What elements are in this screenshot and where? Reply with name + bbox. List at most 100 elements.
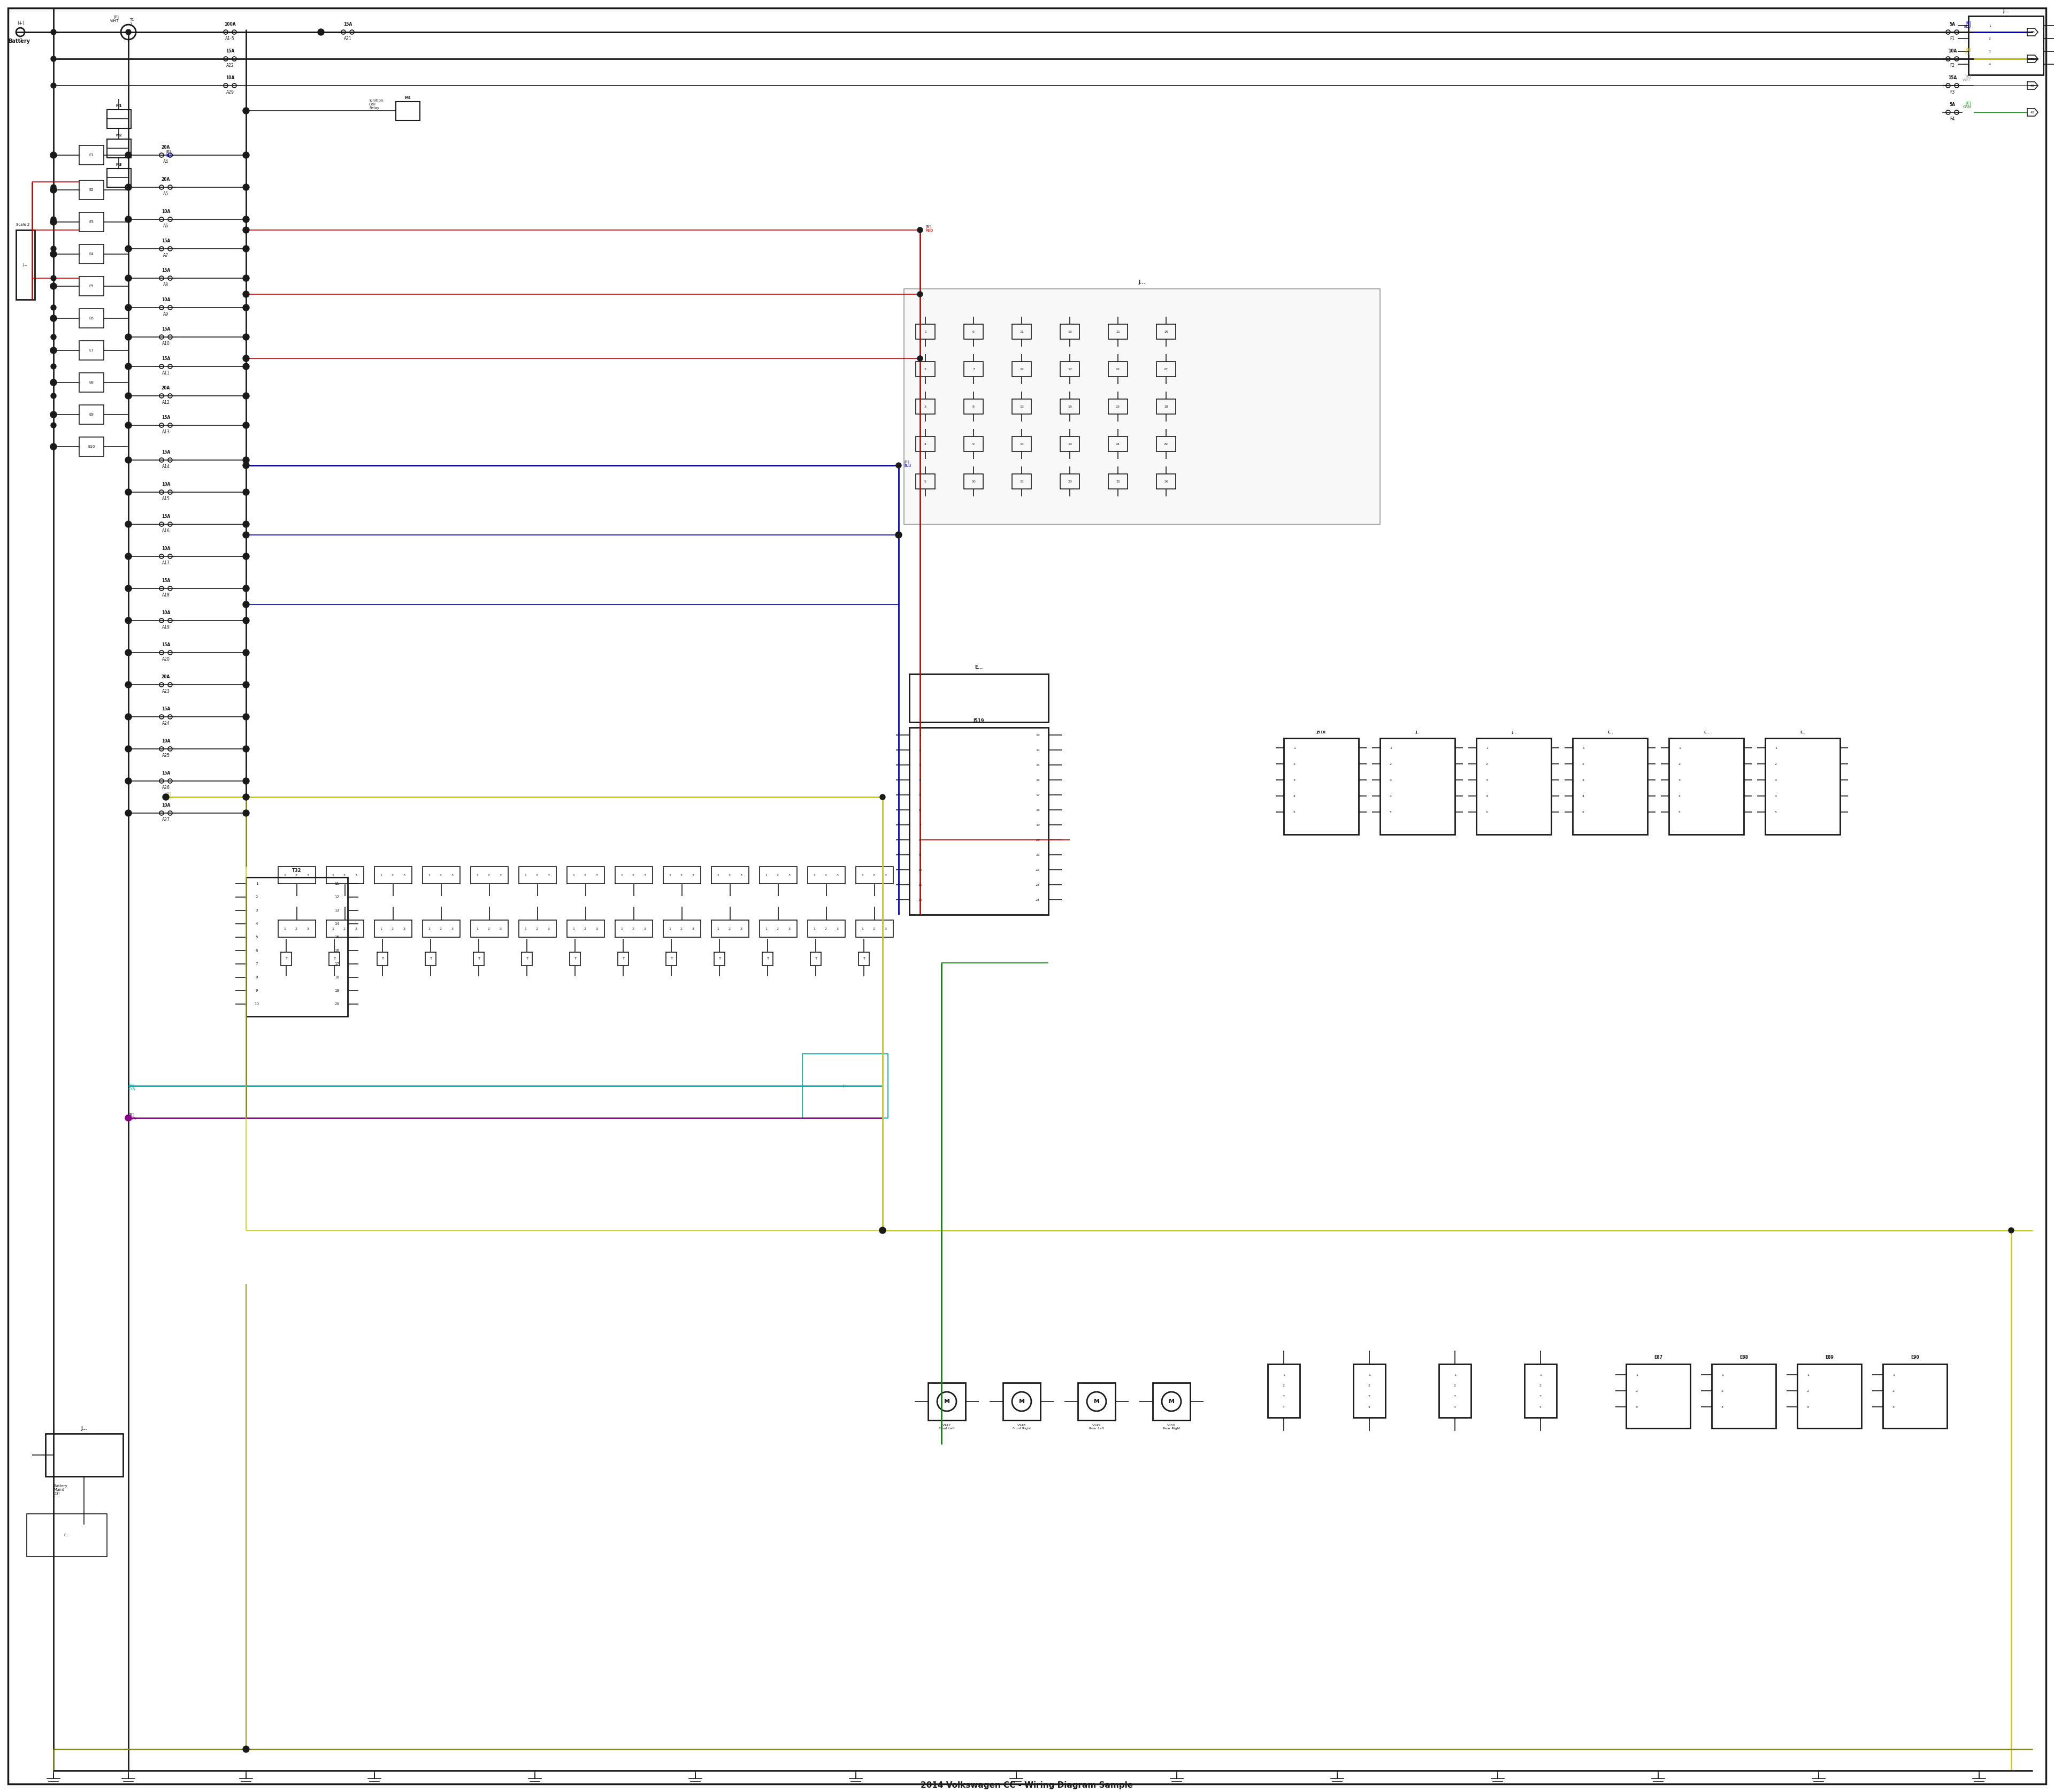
Text: 2: 2 [1721, 1389, 1723, 1392]
Text: T: T [382, 957, 384, 961]
Text: 14: 14 [335, 923, 339, 925]
Text: 19: 19 [335, 989, 339, 993]
Bar [963, 400, 984, 414]
Circle shape [242, 1745, 249, 1753]
Circle shape [125, 335, 131, 340]
Text: 5: 5 [1391, 810, 1393, 814]
Text: 24: 24 [1115, 443, 1119, 446]
Circle shape [125, 489, 131, 495]
Circle shape [125, 489, 131, 495]
Bar [1156, 400, 1175, 414]
Text: 10A: 10A [162, 297, 170, 303]
Text: 1: 1 [1538, 1373, 1543, 1376]
Circle shape [242, 355, 249, 362]
Bar [916, 437, 935, 452]
Circle shape [125, 554, 131, 559]
Text: 5A: 5A [1949, 22, 1955, 27]
Bar [80, 437, 105, 457]
Bar [711, 919, 750, 937]
Text: 2: 2 [296, 874, 298, 876]
Text: 14: 14 [1035, 749, 1039, 751]
Text: 2: 2 [680, 926, 682, 930]
Circle shape [51, 276, 55, 281]
Text: J...: J... [1138, 280, 1146, 285]
Text: 2: 2 [489, 874, 491, 876]
Text: A26: A26 [162, 785, 170, 790]
Text: 1: 1 [764, 926, 766, 930]
Circle shape [125, 185, 131, 190]
Text: 3: 3 [499, 874, 501, 876]
Text: M: M [1093, 1400, 1099, 1405]
Circle shape [125, 423, 131, 428]
Text: 2: 2 [1454, 1383, 1456, 1387]
Bar [857, 919, 893, 937]
Circle shape [242, 274, 249, 281]
Text: 1: 1 [1721, 1373, 1723, 1376]
Bar [1380, 738, 1454, 835]
Text: 3: 3 [355, 874, 357, 876]
Text: E..: E.. [1799, 731, 1805, 735]
Text: E7: E7 [88, 349, 94, 351]
Text: 5: 5 [1775, 810, 1777, 814]
Bar [1109, 473, 1128, 489]
Text: 15A: 15A [162, 269, 170, 272]
Text: 2: 2 [918, 749, 920, 751]
Circle shape [125, 152, 131, 158]
Circle shape [242, 217, 249, 222]
Text: 3: 3 [739, 874, 741, 876]
Text: 3: 3 [596, 874, 598, 876]
Text: 2: 2 [296, 926, 298, 930]
Circle shape [242, 810, 249, 817]
Text: 8: 8 [972, 405, 974, 409]
Text: T: T [815, 957, 817, 961]
Text: 4: 4 [1538, 1405, 1543, 1409]
Circle shape [51, 29, 55, 34]
Circle shape [242, 276, 249, 281]
Text: 1: 1 [670, 874, 672, 876]
Text: 3: 3 [1485, 778, 1487, 781]
Bar [711, 867, 750, 883]
Text: 1: 1 [380, 926, 382, 930]
Circle shape [125, 217, 131, 222]
Text: 12: 12 [918, 898, 922, 901]
Text: 15: 15 [335, 935, 339, 939]
Text: [E]
BLU: [E] BLU [904, 461, 912, 468]
Text: 1: 1 [1808, 1373, 1810, 1376]
Text: 3: 3 [885, 874, 887, 876]
Text: 3: 3 [1282, 1394, 1286, 1398]
Text: 10A: 10A [162, 482, 170, 487]
Circle shape [51, 56, 55, 61]
Text: [E]
WHT: [E] WHT [1962, 75, 1972, 82]
Circle shape [49, 219, 58, 226]
Circle shape [125, 423, 131, 428]
Text: M3: M3 [115, 163, 121, 167]
Text: 13: 13 [1019, 405, 1023, 409]
Text: A17: A17 [162, 561, 170, 566]
Text: 1: 1 [427, 926, 429, 930]
Text: 1: 1 [283, 874, 286, 876]
Text: 1: 1 [331, 874, 333, 876]
Bar [811, 952, 822, 966]
Circle shape [125, 392, 131, 400]
Circle shape [51, 152, 55, 158]
Text: 22: 22 [1115, 367, 1119, 371]
Circle shape [125, 715, 131, 719]
Bar [1060, 473, 1080, 489]
Text: 3: 3 [1368, 1394, 1370, 1398]
Bar [910, 674, 1048, 722]
Circle shape [242, 335, 249, 340]
Text: 25: 25 [1115, 480, 1119, 482]
Text: 5: 5 [918, 794, 920, 796]
Bar [472, 952, 485, 966]
Text: F3: F3 [1949, 90, 1955, 95]
Bar [1440, 1364, 1471, 1417]
Text: 3: 3 [255, 909, 259, 912]
Circle shape [242, 745, 249, 753]
Circle shape [242, 364, 249, 369]
Text: 2: 2 [536, 874, 538, 876]
Text: 2: 2 [826, 874, 828, 876]
Text: F2: F2 [1949, 63, 1955, 68]
Text: 3: 3 [918, 763, 920, 767]
Circle shape [51, 423, 55, 428]
Text: 18: 18 [335, 975, 339, 978]
